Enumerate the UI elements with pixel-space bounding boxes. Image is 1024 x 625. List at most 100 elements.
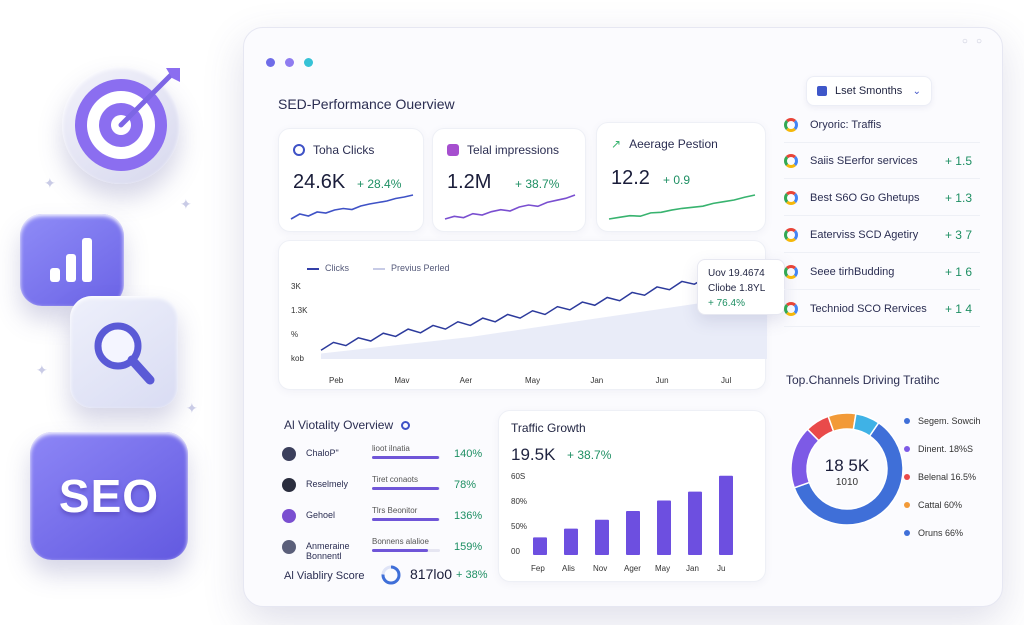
window-dot[interactable]: [285, 58, 294, 67]
platform-bar-fill: [372, 549, 428, 552]
traffic-change: + 38.7%: [567, 448, 612, 462]
list-item[interactable]: Eaterviss SCD Agetiry + 3 7: [784, 224, 980, 246]
chart-legend: Clicks Previus Perled: [307, 263, 450, 273]
donut-legend-item[interactable]: Belenal 16.5%: [904, 472, 976, 482]
list-item[interactable]: Best S6O Go Ghetups + 1.3: [784, 187, 980, 209]
kpi-label: Toha Clicks: [313, 143, 375, 157]
traffic-bar-chart[interactable]: 60S 80% 50% 00 Fep Alis Nov Ager May Jan Ju: [499, 411, 767, 583]
clicks-icon: [293, 144, 305, 156]
donut-legend-item[interactable]: Cattal 60%: [904, 500, 962, 510]
legend-label: Segem. Sowcih: [918, 416, 981, 426]
chart-tooltip: Uov 19.4674 Cliobe 1.8YL + 76.4%: [697, 259, 785, 315]
legend-previous[interactable]: Previus Perled: [373, 263, 450, 273]
x-tick-label: Nov: [593, 564, 607, 573]
traffic-bar[interactable]: [564, 528, 578, 555]
donut-legend-item[interactable]: Segem. Sowcih: [904, 416, 981, 426]
kpi-card-position[interactable]: ↗ Aeerage Pestion 12.2 + 0.9: [596, 122, 766, 232]
kpi-label: Aeerage Pestion: [629, 137, 718, 151]
donut-legend-item[interactable]: Dinent. 18%S: [904, 444, 973, 454]
legend-clicks[interactable]: Clicks: [307, 263, 349, 273]
platform-pct: 140%: [454, 448, 483, 460]
window-dot[interactable]: [266, 58, 275, 67]
sparkline-path: [290, 194, 414, 220]
divider: [784, 252, 980, 253]
sparkle-icon: ✦: [36, 362, 48, 378]
google-icon: [784, 265, 798, 279]
traffic-bar[interactable]: [719, 475, 733, 555]
platform-metric: Tlrs Beonitor: [372, 506, 418, 515]
donut-legend-item[interactable]: Oruns 66%: [904, 528, 963, 538]
list-item-label: Best S6O Go Ghetups: [810, 192, 920, 204]
window-dot[interactable]: [304, 58, 313, 67]
platform-metric: lioot ilnatia: [372, 444, 410, 453]
sparkle-icon: ✦: [180, 196, 192, 212]
traffic-bar[interactable]: [688, 491, 702, 555]
traffic-bar[interactable]: [533, 537, 547, 555]
clicks-line: [320, 271, 767, 351]
kpi-label-row: Toha Clicks: [293, 143, 374, 157]
tooltip-date: Uov 19.4674: [708, 268, 765, 279]
x-tick-label: Ager: [624, 564, 641, 573]
kpi-card-clicks[interactable]: Toha Clicks 24.6K + 28.4%: [278, 128, 424, 232]
info-icon[interactable]: [400, 421, 410, 431]
visibility-row[interactable]: Gehoel Tlrs Beonitor 136%: [282, 506, 482, 530]
visibility-score-value: 817lo0: [410, 566, 453, 582]
platform-bar-fill: [372, 456, 439, 459]
traffic-bar[interactable]: [626, 511, 640, 555]
legend-label: Previus Perled: [391, 263, 450, 273]
kpi-sparkline: [608, 194, 756, 220]
platform-pct: 159%: [454, 541, 483, 553]
donut-slice[interactable]: [827, 412, 857, 433]
period-select[interactable]: Lset Smonths ⌄: [806, 76, 932, 106]
legend-dot: [904, 446, 910, 452]
visibility-row[interactable]: Reselmely Tiret conaots 78%: [282, 475, 478, 499]
visibility-row[interactable]: ChaloP" lioot ilnatia 140%: [282, 444, 482, 468]
y-tick-label: 3K: [291, 282, 301, 291]
donut-center-value: 18 5K: [824, 456, 870, 475]
y-tick-label: 00: [511, 547, 520, 556]
platform-name: ChaloP": [306, 448, 339, 458]
divider: [784, 178, 980, 179]
divider: [784, 142, 980, 143]
target-icon: [75, 68, 180, 171]
list-item[interactable]: Saiis SEerfor services + 1.5: [784, 150, 980, 172]
minimize-icon[interactable]: ○: [961, 36, 968, 47]
channels-donut-chart[interactable]: [786, 408, 908, 530]
bar-chart-icon: [50, 238, 92, 282]
google-icon: [784, 118, 798, 132]
kpi-change: + 38.7%: [515, 177, 560, 191]
legend-dot: [904, 474, 910, 480]
score-ring-icon: [381, 565, 401, 585]
close-icon[interactable]: ○: [975, 36, 982, 47]
sparkline-path: [608, 194, 756, 220]
traffic-bar[interactable]: [595, 519, 609, 555]
x-tick-label: May: [655, 564, 670, 573]
platform-bar: [372, 456, 440, 459]
kpi-label: Telal impressions: [467, 143, 560, 157]
list-item-value: + 1 4: [944, 302, 972, 316]
y-tick-label: 1.3K: [291, 306, 308, 315]
divider: [784, 289, 980, 290]
traffic-value: 19.5K: [511, 445, 556, 464]
visibility-row[interactable]: Anmeraine Bonnentl Bonnens alalioe 159%: [282, 537, 482, 561]
list-item[interactable]: Techniod SCO Rervices + 1 4: [784, 298, 980, 320]
main-line-chart[interactable]: 3K 1.3K% kob Peb Mav Aer May Jan Jun Jul: [279, 241, 767, 391]
traffic-bar[interactable]: [657, 500, 671, 555]
legend-swatch: [373, 267, 385, 270]
legend-dot: [904, 502, 910, 508]
chevron-down-icon: ⌄: [912, 85, 921, 97]
platform-pct: 78%: [454, 479, 477, 491]
x-tick-label: Alis: [562, 564, 575, 573]
window-controls: ○ ○: [962, 36, 982, 47]
traffic-growth-card: Traffic Growth 19.5K + 38.7% 60S 80% 50% 00…: [498, 410, 766, 582]
list-item[interactable]: Seee tirhBudding + 1 6: [784, 261, 980, 283]
kpi-value: 12.2: [611, 167, 650, 189]
platform-metric: Tiret conaots: [372, 475, 418, 484]
kpi-card-impressions[interactable]: Telal impressions 1.2M + 38.7%: [432, 128, 586, 232]
donut-slice[interactable]: [793, 421, 904, 526]
x-tick-label: Jan: [590, 376, 603, 385]
platform-name: Anmeraine Bonnentl: [306, 541, 350, 561]
legend-dot: [904, 530, 910, 536]
donut-slice[interactable]: [852, 412, 880, 438]
